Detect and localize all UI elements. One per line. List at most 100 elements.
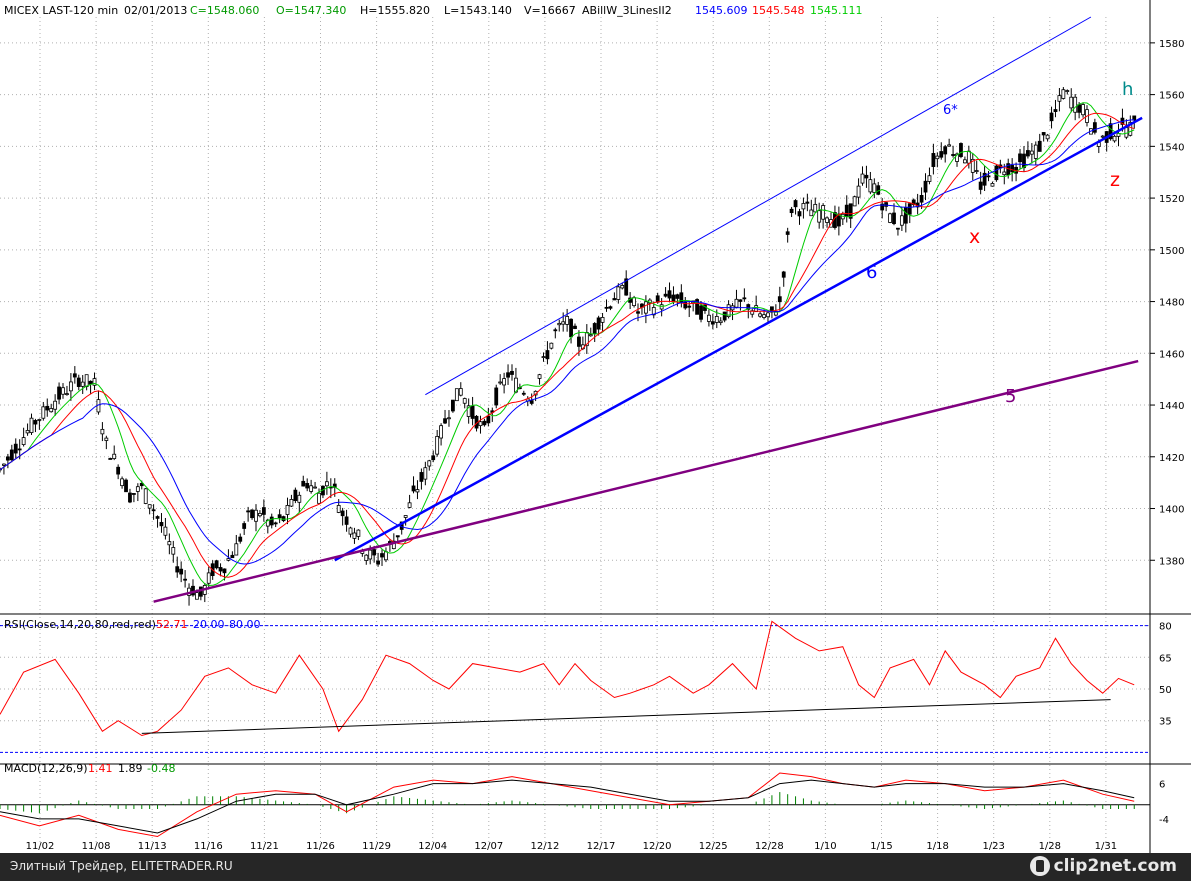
candle-body bbox=[600, 317, 605, 323]
candle-body bbox=[573, 325, 577, 329]
candle-body bbox=[927, 175, 932, 182]
candle-body bbox=[888, 213, 892, 223]
candle-body bbox=[309, 485, 314, 492]
header-close: C=1548.060 bbox=[190, 4, 259, 17]
candle-body bbox=[431, 455, 436, 461]
macd-v2: 1.89 bbox=[118, 762, 143, 775]
candle-body bbox=[415, 489, 420, 493]
price-tick-label: 1580 bbox=[1159, 39, 1184, 50]
candle-body bbox=[116, 466, 121, 475]
x-tick-label: 11/02 bbox=[26, 841, 55, 852]
candle-body bbox=[1108, 123, 1113, 140]
candle-body bbox=[907, 203, 912, 215]
header-low: L=1543.140 bbox=[444, 4, 512, 17]
x-tick-label: 12/12 bbox=[530, 841, 559, 852]
x-tick-label: 11/13 bbox=[138, 841, 167, 852]
candle-body bbox=[868, 179, 873, 193]
stock-chart: 11/02 11/08 11/13 11/16 11/21 11/26 11/29 12/04… bbox=[0, 0, 1191, 853]
candle-body bbox=[671, 294, 676, 302]
x-tick-label: 1/15 bbox=[870, 841, 892, 852]
rsi-high: 80.00 bbox=[229, 618, 261, 631]
candle-body bbox=[458, 388, 463, 396]
candle-body bbox=[305, 483, 310, 489]
candle-body bbox=[1026, 150, 1030, 157]
candle-body bbox=[151, 509, 156, 512]
candle-body bbox=[707, 314, 711, 322]
candle-body bbox=[482, 420, 487, 426]
candle-body bbox=[17, 448, 22, 451]
candle-body bbox=[352, 532, 357, 539]
candle-body bbox=[344, 516, 349, 525]
candle-body bbox=[289, 499, 294, 507]
candle-body bbox=[655, 295, 660, 303]
candle-body bbox=[124, 479, 128, 493]
candle-body bbox=[356, 529, 361, 537]
rsi-tick-label: 80 bbox=[1159, 622, 1172, 633]
candle-body bbox=[809, 209, 814, 217]
candle-body bbox=[462, 398, 467, 404]
candle-body bbox=[1033, 144, 1038, 159]
axes: 11/02 11/08 11/13 11/16 11/21 11/26 11/29 12/04… bbox=[0, 0, 1191, 853]
candle-body bbox=[218, 567, 223, 572]
candle-body bbox=[1092, 122, 1097, 133]
candle-body bbox=[238, 536, 243, 542]
candle-body bbox=[167, 541, 172, 546]
candle-body bbox=[1029, 150, 1034, 155]
candle-body bbox=[884, 202, 889, 207]
header-symbol: MICEX LAST-120 min bbox=[4, 4, 118, 17]
candle-body bbox=[966, 150, 971, 164]
candle-body bbox=[899, 215, 904, 226]
candle-body bbox=[852, 196, 857, 207]
header-indicator-v1: 1545.609 bbox=[695, 4, 748, 17]
header-indicator-v3: 1545.111 bbox=[810, 4, 863, 17]
annotation-x: x bbox=[969, 226, 980, 248]
candle-body bbox=[1077, 104, 1082, 113]
candle-body bbox=[541, 356, 546, 359]
candle-body bbox=[896, 227, 900, 230]
candle-body bbox=[454, 388, 459, 402]
annotation-z: z bbox=[1110, 169, 1120, 191]
macd-label: MACD(12,26,9) bbox=[4, 762, 88, 775]
annotation-6-star: 6* bbox=[943, 103, 958, 118]
x-tick-label: 12/25 bbox=[699, 841, 728, 852]
candle-body bbox=[872, 183, 877, 193]
candle-body bbox=[1081, 104, 1085, 116]
candle-body bbox=[226, 558, 231, 561]
candle-body bbox=[494, 387, 499, 406]
candle-body bbox=[380, 553, 384, 558]
candle-body bbox=[470, 405, 475, 419]
candle-body bbox=[766, 312, 770, 318]
candle-body bbox=[163, 526, 168, 536]
price-tick-label: 1560 bbox=[1159, 91, 1184, 102]
price-tick-label: 1540 bbox=[1159, 142, 1184, 153]
candle-body bbox=[1010, 165, 1015, 173]
candle-body bbox=[155, 516, 160, 519]
candle-body bbox=[435, 436, 440, 455]
x-tick-label: 1/10 bbox=[814, 841, 836, 852]
candle-body bbox=[663, 293, 668, 297]
annotation-6: 6 bbox=[866, 262, 877, 283]
candle-body bbox=[76, 377, 81, 387]
candle-body bbox=[25, 430, 30, 434]
candle-body bbox=[959, 143, 963, 157]
candle-body bbox=[970, 158, 975, 173]
candle-body bbox=[624, 278, 629, 296]
candle-body bbox=[565, 316, 570, 325]
candle-body bbox=[951, 154, 955, 156]
ma-mid-line bbox=[0, 112, 1135, 578]
candle-body bbox=[57, 386, 61, 400]
candle-body bbox=[439, 425, 443, 439]
candle-body bbox=[147, 504, 152, 509]
candle-body bbox=[258, 512, 262, 517]
candle-body bbox=[242, 523, 247, 529]
candle-body bbox=[403, 515, 408, 518]
candle-body bbox=[1128, 121, 1133, 136]
candle-body bbox=[1112, 135, 1117, 142]
candle-body bbox=[549, 342, 554, 349]
candle-body bbox=[348, 527, 353, 535]
candle-body bbox=[636, 311, 640, 314]
chart-background bbox=[0, 0, 1191, 853]
clip2net-logo: clip2net.com bbox=[1029, 856, 1177, 876]
candle-body bbox=[277, 514, 282, 519]
candle-body bbox=[978, 181, 983, 190]
